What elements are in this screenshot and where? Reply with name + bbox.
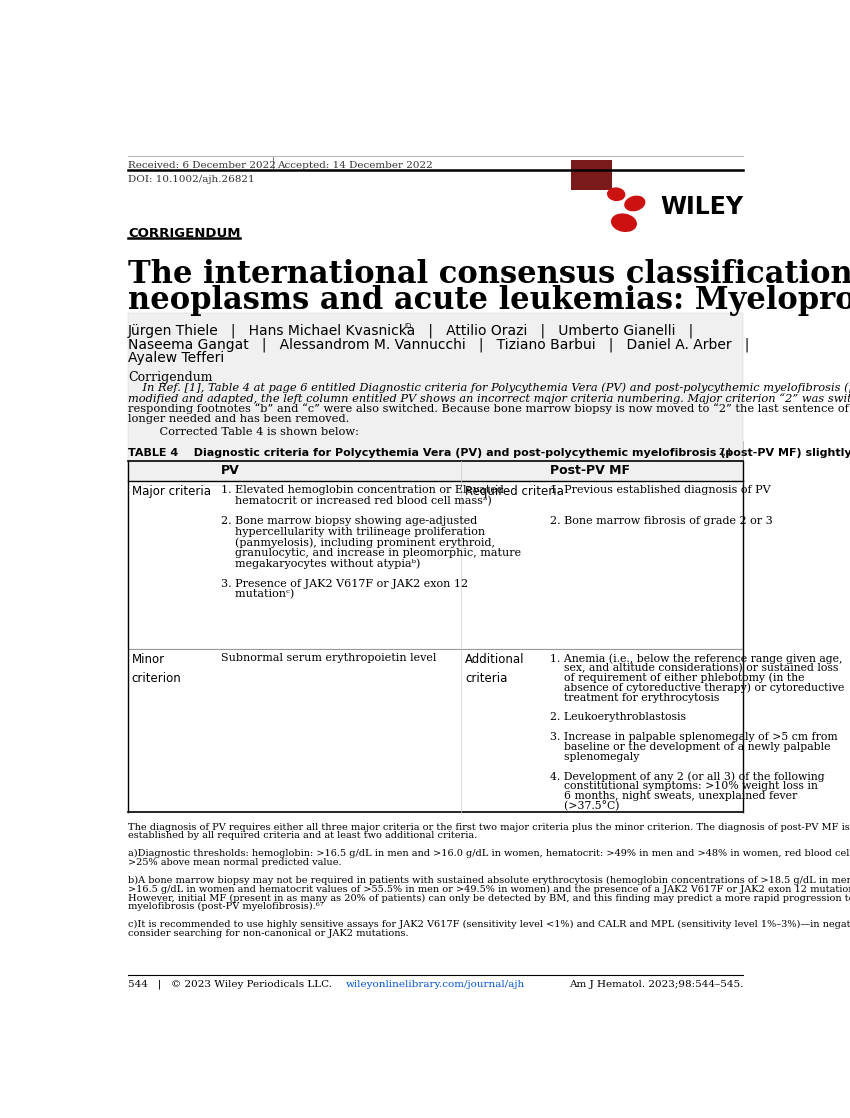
Text: mutationᶜ): mutationᶜ) — [221, 589, 294, 599]
Text: 3. Presence of JAK2 V617F or JAK2 exon 12: 3. Presence of JAK2 V617F or JAK2 exon 1… — [221, 579, 468, 589]
Text: CORRIGENDUM: CORRIGENDUM — [128, 227, 241, 239]
FancyBboxPatch shape — [128, 313, 743, 481]
Text: splenomegaly: splenomegaly — [550, 751, 640, 761]
Text: Corrected Table 4 is shown below:: Corrected Table 4 is shown below: — [145, 427, 359, 437]
FancyBboxPatch shape — [571, 160, 611, 190]
Text: modified and adapted, the left column entitled PV shows an incorrect major crite: modified and adapted, the left column en… — [128, 392, 850, 404]
Text: Accepted: 14 December 2022: Accepted: 14 December 2022 — [277, 161, 433, 170]
Text: established by all required criteria and at least two additional criteria.: established by all required criteria and… — [128, 832, 477, 841]
Text: PV: PV — [221, 464, 240, 477]
Text: Additional
criteria: Additional criteria — [465, 653, 524, 685]
Text: Minor
criterion: Minor criterion — [132, 653, 182, 685]
Text: longer needed and has been removed.: longer needed and has been removed. — [128, 415, 349, 425]
Text: sex, and altitude considerations) or sustained loss: sex, and altitude considerations) or sus… — [550, 663, 839, 673]
Text: a)Diagnostic thresholds: hemoglobin: >16.5 g/dL in men and >16.0 g/dL in women, : a)Diagnostic thresholds: hemoglobin: >16… — [128, 849, 850, 859]
Text: AJH: AJH — [575, 201, 608, 215]
Text: neoplasms and acute leukemias: Myeloproliferative neoplasms: neoplasms and acute leukemias: Myeloprol… — [128, 285, 850, 316]
Ellipse shape — [625, 197, 644, 210]
Text: of requirement of either phlebotomy (in the: of requirement of either phlebotomy (in … — [550, 673, 805, 683]
Ellipse shape — [608, 188, 625, 200]
Text: The diagnosis of PV requires either all three major criteria or the first two ma: The diagnosis of PV requires either all … — [128, 823, 850, 832]
Text: megakaryocytes without atypiaᵇ): megakaryocytes without atypiaᵇ) — [221, 558, 420, 569]
Text: In Ref. [1], Table 4 at page 6 entitled Diagnostic criteria for Polycythemia Ver: In Ref. [1], Table 4 at page 6 entitled … — [128, 382, 850, 392]
Text: Major criteria: Major criteria — [132, 485, 211, 499]
Text: wileyonlinelibrary.com/journal/ajh: wileyonlinelibrary.com/journal/ajh — [346, 979, 525, 988]
Text: Required criteria: Required criteria — [465, 485, 564, 499]
Text: 2. Leukoerythroblastosis: 2. Leukoerythroblastosis — [550, 712, 686, 722]
Text: However, initial MF (present in as many as 20% of patients) can only be detected: However, initial MF (present in as many … — [128, 893, 850, 902]
Text: consider searching for non-canonical or JAK2 mutations.: consider searching for non-canonical or … — [128, 929, 409, 938]
Text: responding footnotes “b” and “c” were also switched. Because bone marrow biopsy : responding footnotes “b” and “c” were al… — [128, 404, 850, 415]
Text: >25% above mean normal predicted value.: >25% above mean normal predicted value. — [128, 858, 342, 866]
Text: Subnormal serum erythropoietin level: Subnormal serum erythropoietin level — [221, 653, 436, 663]
Text: baseline or the development of a newly palpable: baseline or the development of a newly p… — [550, 742, 830, 751]
Text: 6 months, night sweats, unexplained fever: 6 months, night sweats, unexplained feve… — [550, 792, 797, 802]
Text: absence of cytoreductive therapy) or cytoreductive: absence of cytoreductive therapy) or cyt… — [550, 683, 845, 693]
Text: >16.5 g/dL in women and hematocrit values of >55.5% in men or >49.5% in women) a: >16.5 g/dL in women and hematocrit value… — [128, 884, 850, 893]
Text: 4. Development of any 2 (or all 3) of the following: 4. Development of any 2 (or all 3) of th… — [550, 771, 825, 781]
FancyBboxPatch shape — [128, 485, 743, 648]
Text: b)A bone marrow biopsy may not be required in patients with sustained absolute e: b)A bone marrow biopsy may not be requir… — [128, 875, 850, 884]
Text: 2. Bone marrow fibrosis of grade 2 or 3: 2. Bone marrow fibrosis of grade 2 or 3 — [550, 517, 773, 527]
Text: iD: iD — [405, 323, 412, 329]
Text: Corrigendum: Corrigendum — [128, 371, 212, 385]
Text: TABLE 4    Diagnostic criteria for Polycythemia Vera (PV) and post-polycythemic : TABLE 4 Diagnostic criteria for Polycyth… — [128, 448, 850, 458]
FancyBboxPatch shape — [128, 440, 743, 461]
Text: Post-PV MF: Post-PV MF — [550, 464, 631, 477]
Text: 544   |   © 2023 Wiley Periodicals LLC.: 544 | © 2023 Wiley Periodicals LLC. — [128, 979, 332, 989]
Text: 3. Increase in palpable splenomegaly of >5 cm from: 3. Increase in palpable splenomegaly of … — [550, 732, 838, 742]
Text: hematocrit or increased red blood cell massᵃ): hematocrit or increased red blood cell m… — [221, 495, 491, 506]
Text: 2,4: 2,4 — [718, 448, 732, 457]
Text: (>37.5°C): (>37.5°C) — [550, 800, 620, 812]
Circle shape — [405, 322, 413, 331]
Text: hypercellularity with trilineage proliferation: hypercellularity with trilineage prolife… — [221, 527, 485, 537]
Text: 2. Bone marrow biopsy showing age-adjusted: 2. Bone marrow biopsy showing age-adjust… — [221, 517, 477, 527]
Text: WILEY: WILEY — [660, 195, 744, 218]
Text: c)It is recommended to use highly sensitive assays for JAK2 V617F (sensitivity l: c)It is recommended to use highly sensit… — [128, 920, 850, 929]
Text: Jürgen Thiele   |   Hans Michael Kvasnicka   |   Attilio Orazi   |   Umberto Gia: Jürgen Thiele | Hans Michael Kvasnicka |… — [128, 323, 694, 338]
Text: 1. Previous established diagnosis of PV: 1. Previous established diagnosis of PV — [550, 485, 771, 495]
Text: myelofibrosis (post-PV myelofibrosis).⁶⁷: myelofibrosis (post-PV myelofibrosis).⁶⁷ — [128, 902, 324, 911]
Text: treatment for erythrocytosis: treatment for erythrocytosis — [550, 692, 720, 702]
Text: constitutional symptoms: >10% weight loss in: constitutional symptoms: >10% weight los… — [550, 781, 819, 792]
Text: Naseema Gangat   |   Alessandrom M. Vannucchi   |   Tiziano Barbui   |   Daniel : Naseema Gangat | Alessandrom M. Vannucch… — [128, 338, 750, 352]
Text: DOI: 10.1002/ajh.26821: DOI: 10.1002/ajh.26821 — [128, 176, 254, 184]
Text: 1. Anemia (i.e., below the reference range given age,: 1. Anemia (i.e., below the reference ran… — [550, 653, 843, 664]
Text: Received: 6 December 2022: Received: 6 December 2022 — [128, 161, 275, 170]
Text: Ayalew Tefferi: Ayalew Tefferi — [128, 351, 224, 366]
Text: Am J Hematol. 2023;98:544–545.: Am J Hematol. 2023;98:544–545. — [569, 979, 743, 988]
Text: 1. Elevated hemoglobin concentration or Elevated: 1. Elevated hemoglobin concentration or … — [221, 485, 504, 495]
Ellipse shape — [612, 215, 637, 231]
Text: The international consensus classification of myeloid: The international consensus classificati… — [128, 259, 850, 290]
Text: (panmyelosis), including prominent erythroid,: (panmyelosis), including prominent eryth… — [221, 538, 495, 548]
Text: granulocytic, and increase in pleomorphic, mature: granulocytic, and increase in pleomorphi… — [221, 548, 521, 558]
